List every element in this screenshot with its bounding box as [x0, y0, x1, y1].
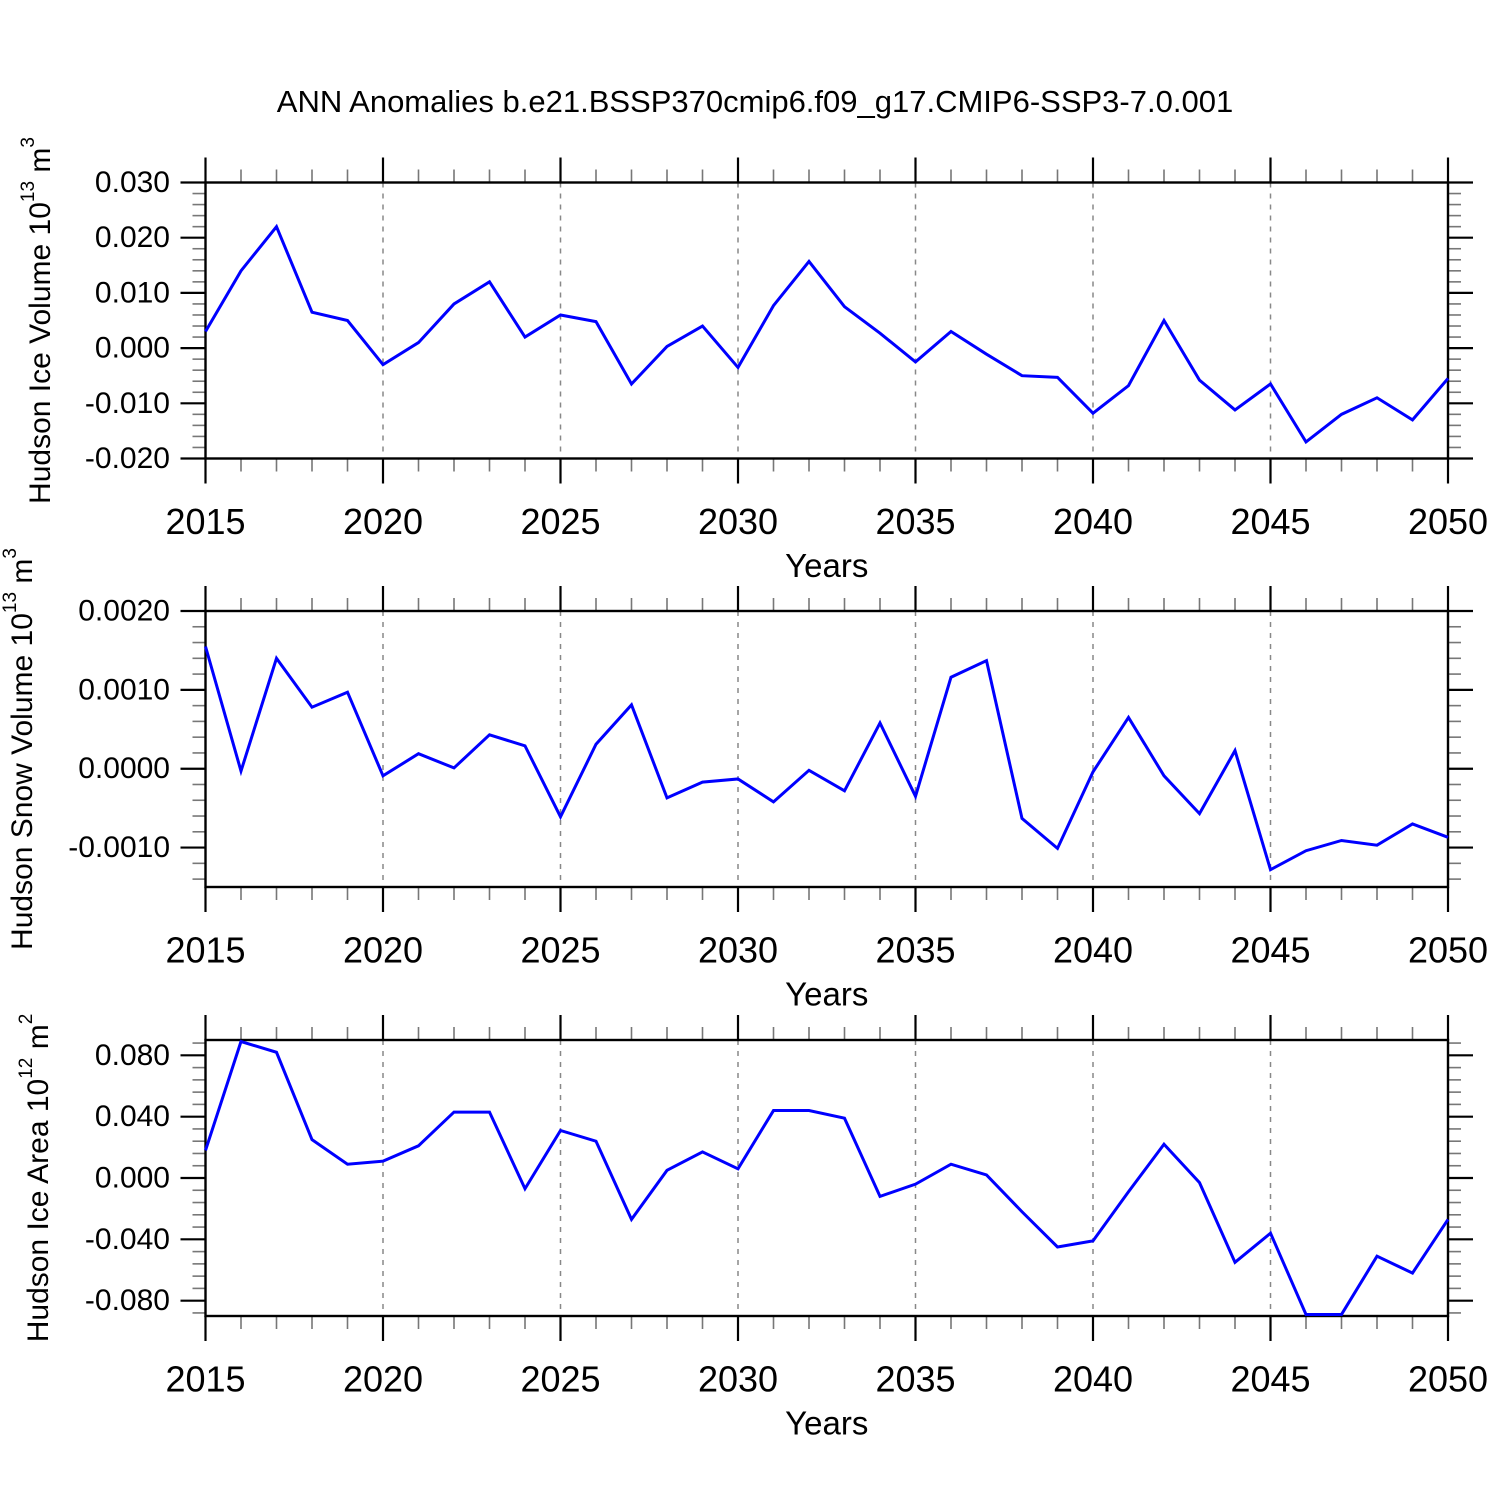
- panel-3-y-axis-title: Hudson Ice Area 1012 m2: [16, 1014, 55, 1343]
- panel-2-y-tick-label: 0.0010: [78, 673, 170, 706]
- panel-3-x-tick-label: 2025: [520, 1359, 600, 1400]
- panel-3-x-tick-label: 2045: [1230, 1359, 1310, 1400]
- panel-3-x-tick-label: 2030: [698, 1359, 778, 1400]
- panel-1-y-tick-label: 0.000: [95, 332, 170, 365]
- panel-3-x-tick-label: 2050: [1408, 1359, 1488, 1400]
- chart-title: ANN Anomalies b.e21.BSSP370cmip6.f09_g17…: [276, 84, 1234, 119]
- panel-2-y-axis-title: Hudson Snow Volume 1013 m3: [0, 548, 39, 950]
- panel-2-x-tick-label: 2015: [165, 930, 245, 971]
- panel-1-x-tick-label: 2040: [1053, 501, 1133, 542]
- panel-1-plot-box: [204, 181, 1450, 460]
- panel-2-x-tick-label: 2050: [1408, 930, 1488, 971]
- panel-1-y-tick-label: 0.020: [95, 221, 170, 254]
- panel-2-y-tick-label: -0.0010: [68, 831, 170, 864]
- panel-1-x-tick-label: 2020: [343, 501, 423, 542]
- panel-2-y-tick-label: 0.0020: [78, 595, 170, 628]
- panel-1-series-line: [204, 223, 1450, 445]
- panel-1-y-tick-label: -0.020: [85, 442, 170, 475]
- panel-2-y-tick-label: 0.0000: [78, 752, 170, 785]
- panel-3-y-tick-label: -0.080: [85, 1284, 170, 1317]
- panel-2-x-tick-label: 2035: [875, 930, 955, 971]
- panel-3-y-tick-label: -0.040: [85, 1223, 170, 1256]
- panel-3-y-tick-label: 0.040: [95, 1100, 170, 1133]
- panel-2-x-tick-label: 2030: [698, 930, 778, 971]
- panel-3-plot-box: [204, 1038, 1450, 1318]
- panel-3-x-tick-label: 2015: [165, 1359, 245, 1400]
- panel-2-x-tick-label: 2040: [1053, 930, 1133, 971]
- panel-3-x-axis-title: Years: [785, 1405, 868, 1442]
- panel-1-x-tick-label: 2035: [875, 501, 955, 542]
- panel-1-x-tick-label: 2045: [1230, 501, 1310, 542]
- panel-3-x-tick-label: 2020: [343, 1359, 423, 1400]
- panel-3-y-tick-label: 0.080: [95, 1039, 170, 1072]
- panel-1-x-tick-label: 2025: [520, 501, 600, 542]
- panel-1-y-tick-label: 0.010: [95, 276, 170, 309]
- panel-1-x-tick-label: 2015: [165, 501, 245, 542]
- panel-1-y-axis-title: Hudson Ice Volume 1013 m3: [18, 137, 57, 504]
- panel-3-y-tick-label: 0.000: [95, 1162, 170, 1195]
- panel-2-series-line: [204, 646, 1449, 872]
- panel-1-x-axis-title: Years: [785, 547, 868, 584]
- panel-1-y-tick-label: 0.030: [95, 166, 170, 199]
- panel-3-series-line: [204, 1039, 1450, 1316]
- panel-2-plot-box: [204, 609, 1450, 889]
- panel-3-x-tick-label: 2035: [875, 1359, 955, 1400]
- panel-2-x-tick-label: 2025: [520, 930, 600, 971]
- panel-1-x-tick-label: 2030: [698, 501, 778, 542]
- panel-3-x-tick-label: 2040: [1053, 1359, 1133, 1400]
- panel-2-x-tick-label: 2020: [343, 930, 423, 971]
- panel-1-y-tick-label: -0.010: [85, 387, 170, 420]
- panel-2-x-tick-label: 2045: [1230, 930, 1310, 971]
- panel-1-x-tick-label: 2050: [1408, 501, 1488, 542]
- panel-2-x-axis-title: Years: [785, 976, 868, 1013]
